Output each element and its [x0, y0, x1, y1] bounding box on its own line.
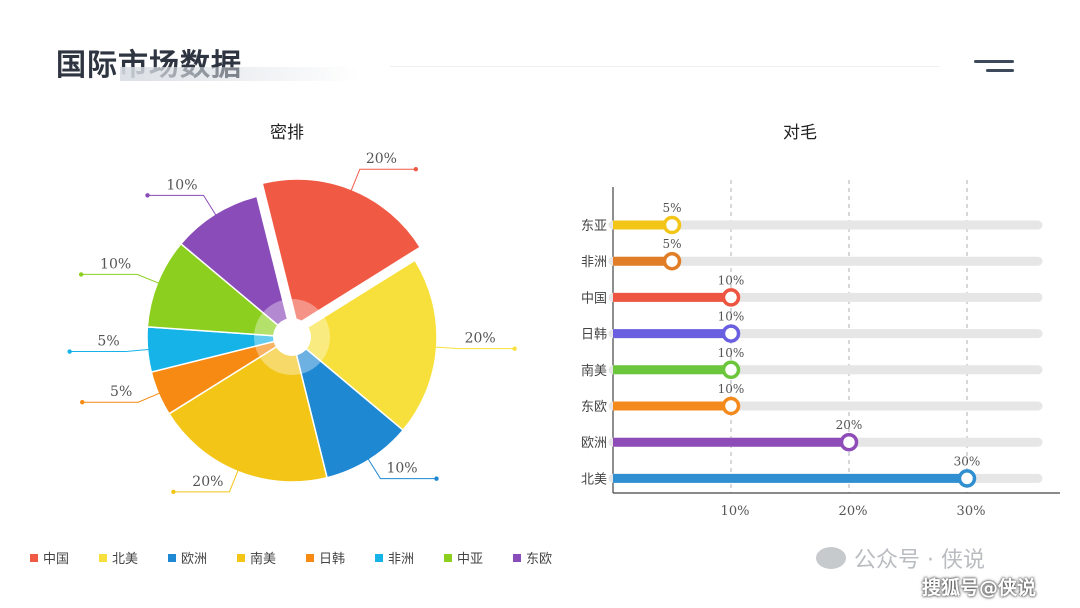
legend-item-非洲: 非洲	[375, 548, 444, 567]
legend-swatch	[375, 553, 383, 562]
title-underline-decoration	[120, 67, 360, 81]
pie-chart-title: 密排	[270, 123, 304, 143]
legend-item-南美: 南美	[237, 548, 306, 567]
pie-label-中亚: 10%	[100, 256, 131, 272]
pie-label-中国: 20%	[366, 151, 397, 167]
legend-swatch	[237, 553, 245, 562]
header-divider	[390, 66, 940, 67]
bar-end-marker-欧洲	[839, 432, 859, 452]
y-category-label-北美: 北美	[581, 472, 607, 487]
legend-swatch	[168, 553, 176, 562]
pie-leader-line-中亚	[81, 273, 162, 285]
y-category-label-非洲: 非洲	[581, 255, 607, 270]
legend-label: 北美	[112, 552, 139, 567]
bar-value-label-中国: 10%	[718, 273, 745, 287]
legend-label: 欧洲	[181, 552, 208, 567]
bar-end-marker-东亚	[662, 215, 682, 235]
pie-label-日韩: 5%	[110, 384, 132, 400]
legend-label: 日韩	[319, 552, 346, 567]
legend-label: 东欧	[526, 552, 553, 567]
x-tick-label: 20%	[839, 504, 868, 519]
bar-end-marker-东欧	[721, 396, 741, 416]
bar-value-label-东亚: 5%	[662, 201, 681, 215]
menu-icon[interactable]	[972, 58, 1014, 76]
bar-value-label-日韩: 10%	[718, 310, 745, 324]
pie-leader-line-中国	[349, 168, 416, 194]
bar-end-marker-非洲	[662, 251, 682, 271]
bar-end-marker-北美	[957, 469, 977, 488]
wechat-logo-icon	[816, 547, 846, 569]
pie-leader-dot-中国	[413, 166, 419, 172]
legend-item-日韩: 日韩	[306, 548, 375, 567]
x-tick-label: 10%	[721, 504, 750, 519]
pie-legend: 中国 北美 欧洲 南美 日韩 非洲 中亚 东欧	[30, 548, 582, 567]
bar-value-label-北美: 30%	[954, 454, 981, 468]
pie-leader-line-欧洲	[366, 456, 437, 480]
watermark: 公众号 · 侠说	[816, 542, 985, 574]
pie-leader-dot-非洲	[67, 349, 72, 354]
pie-leader-dot-南美	[171, 489, 176, 495]
legend-swatch	[513, 553, 521, 562]
legend-label: 中亚	[457, 552, 484, 567]
bar-chart: 10% 20% 30% 5% 东亚 5% 非洲 10% 中国 10% 日韩 10% 南美 10% 东欧 20%…	[581, 180, 1060, 519]
bar-end-marker-中国	[721, 288, 741, 307]
legend-item-东欧: 东欧	[513, 548, 582, 567]
y-category-label-东亚: 东亚	[581, 219, 607, 234]
pie-label-非洲: 5%	[97, 334, 119, 350]
legend-swatch	[306, 553, 314, 562]
watermark-text: 公众号 · 侠说	[854, 548, 985, 573]
bar-value-label-南美: 10%	[718, 346, 745, 360]
legend-item-欧洲: 欧洲	[168, 548, 237, 567]
legend-swatch	[30, 553, 38, 562]
pie-leader-line-东欧	[147, 194, 218, 218]
y-category-label-欧洲: 欧洲	[581, 436, 607, 451]
y-category-label-东欧: 东欧	[581, 400, 607, 415]
pie-label-欧洲: 10%	[386, 461, 417, 477]
bar-end-marker-南美	[721, 360, 741, 380]
pie-center-hole	[273, 318, 311, 356]
bar-value-label-东欧: 10%	[718, 382, 745, 396]
pie-leader-line-北美	[432, 346, 515, 350]
legend-label: 南美	[250, 552, 277, 567]
legend-swatch	[99, 553, 107, 562]
pie-leader-line-日韩	[82, 391, 163, 403]
legend-label: 中国	[43, 552, 70, 567]
y-category-label-南美: 南美	[581, 363, 607, 379]
legend-item-中国: 中国	[30, 548, 99, 567]
pie-leader-dot-日韩	[80, 400, 85, 405]
legend-item-北美: 北美	[99, 548, 168, 567]
pie-label-北美: 20%	[465, 331, 496, 347]
legend-label: 非洲	[388, 552, 415, 567]
x-tick-label: 30%	[957, 504, 986, 519]
pie-leader-dot-北美	[512, 346, 517, 351]
y-category-label-中国: 中国	[581, 291, 607, 306]
pie-leader-dot-中亚	[78, 272, 84, 277]
bar-value-label-非洲: 5%	[662, 237, 681, 251]
bar-end-marker-日韩	[721, 324, 741, 343]
pie-label-东欧: 10%	[166, 177, 197, 193]
pie-label-南美: 20%	[192, 474, 223, 490]
watermark-source: 搜狐号@侠说	[922, 577, 1037, 599]
pie-leader-line-非洲	[69, 348, 152, 353]
pie-leader-line-南美	[173, 467, 240, 493]
legend-item-中亚: 中亚	[444, 548, 513, 567]
bar-chart-title: 对毛	[783, 123, 817, 143]
pie-leader-dot-东欧	[145, 193, 150, 198]
bar-value-label-欧洲: 20%	[836, 418, 863, 432]
y-category-label-日韩: 日韩	[581, 328, 607, 343]
legend-swatch	[444, 553, 452, 562]
pie-leader-dot-欧洲	[434, 476, 439, 481]
pie-chart: 20% 20% 10% 20% 5% 5% 10% 10%	[67, 151, 517, 495]
